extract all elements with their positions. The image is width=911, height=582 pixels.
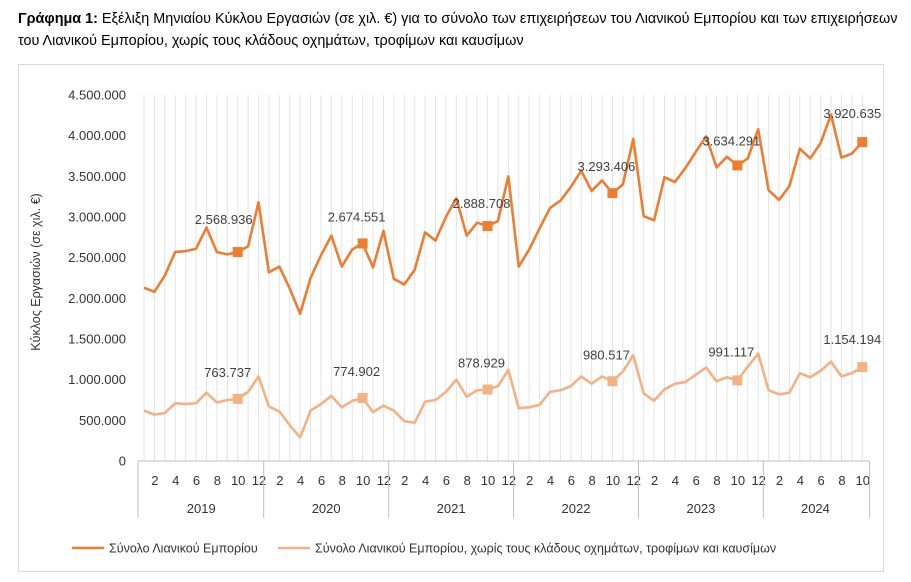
x-tick-label: 6 [568, 473, 575, 488]
data-label: 1.154.194 [823, 332, 881, 347]
legend-label: Σύνολο Λιανικού Εμπορίου [109, 542, 258, 556]
y-tick-label: 1.500.000 [68, 332, 126, 347]
x-tick-label: 10 [856, 473, 870, 488]
x-tick-label: 12 [377, 473, 391, 488]
y-tick-label: 4.500.000 [68, 88, 126, 103]
x-tick-label: 4 [797, 473, 804, 488]
y-tick-label: 3.500.000 [68, 169, 126, 184]
x-tick-label: 2 [526, 473, 533, 488]
data-label: 991.117 [708, 344, 754, 359]
x-tick-label: 10 [731, 473, 745, 488]
data-marker [857, 137, 868, 148]
data-marker [357, 392, 368, 403]
year-label: 2022 [562, 501, 591, 516]
y-axis-label: Κύκλος Εργασιών (σε χιλ. €) [29, 193, 43, 350]
chart-title: Γράφημα 1: Εξέλιξη Μηνιαίου Κύκλου Εργασ… [18, 8, 898, 52]
x-tick-label: 6 [693, 473, 700, 488]
data-label: 2.888.708 [453, 196, 511, 211]
x-tick-label: 10 [481, 473, 495, 488]
x-tick-label: 6 [818, 473, 825, 488]
year-label: 2019 [187, 501, 216, 516]
data-marker [857, 362, 868, 373]
data-label: 878.929 [458, 356, 505, 371]
data-label: 3.293.406 [578, 159, 636, 174]
x-tick-label: 8 [214, 473, 221, 488]
data-label: 774.902 [333, 364, 380, 379]
x-tick-label: 4 [297, 473, 304, 488]
y-tick-label: 2.000.000 [68, 291, 126, 306]
data-label: 2.568.936 [195, 212, 253, 227]
data-marker [482, 221, 493, 232]
data-label: 980.517 [583, 347, 630, 362]
data-marker [232, 393, 243, 404]
x-tick-label: 4 [547, 473, 554, 488]
x-tick-label: 2 [776, 473, 783, 488]
x-tick-label: 12 [502, 473, 516, 488]
data-marker [232, 247, 243, 258]
x-tick-label: 8 [838, 473, 845, 488]
data-marker [357, 238, 368, 249]
data-label: 2.674.551 [328, 209, 386, 224]
data-marker [482, 384, 493, 395]
data-label: 763.737 [204, 365, 251, 380]
data-label: 3.634.291 [702, 133, 760, 148]
x-tick-label: 10 [606, 473, 620, 488]
chart-frame [18, 64, 884, 572]
x-tick-label: 4 [422, 473, 429, 488]
y-tick-label: 4.000.000 [68, 128, 126, 143]
x-tick-label: 4 [672, 473, 679, 488]
x-tick-label: 2 [276, 473, 283, 488]
data-marker [732, 160, 743, 171]
y-tick-label: 1.000.000 [68, 372, 126, 387]
y-tick-label: 2.500.000 [68, 250, 126, 265]
x-tick-label: 8 [713, 473, 720, 488]
x-tick-label: 2 [401, 473, 408, 488]
x-tick-label: 2 [651, 473, 658, 488]
y-tick-label: 3.000.000 [68, 210, 126, 225]
year-label: 2021 [437, 501, 466, 516]
x-tick-label: 10 [356, 473, 370, 488]
x-tick-label: 8 [339, 473, 346, 488]
x-tick-label: 4 [172, 473, 179, 488]
x-tick-label: 8 [589, 473, 596, 488]
x-tick-label: 8 [464, 473, 471, 488]
year-label: 2024 [801, 501, 830, 516]
data-label: 3.920.635 [823, 106, 881, 121]
x-tick-label: 12 [252, 473, 266, 488]
legend-label: Σύνολο Λιανικού Εμπορίου, χωρίς τους κλά… [315, 542, 776, 556]
data-marker [607, 376, 618, 387]
series-line [143, 113, 864, 316]
chart-title-text: Εξέλιξη Μηνιαίου Κύκλου Εργασιών (σε χιλ… [18, 11, 898, 49]
chart-title-prefix: Γράφημα 1: [18, 11, 98, 27]
x-tick-label: 6 [443, 473, 450, 488]
data-marker [732, 375, 743, 386]
x-tick-label: 2 [151, 473, 158, 488]
x-tick-label: 12 [627, 473, 641, 488]
x-tick-label: 12 [751, 473, 765, 488]
data-marker [607, 188, 618, 199]
x-tick-label: 6 [318, 473, 325, 488]
year-label: 2020 [312, 501, 341, 516]
x-tick-label: 6 [193, 473, 200, 488]
year-label: 2023 [686, 501, 715, 516]
x-tick-label: 10 [231, 473, 245, 488]
y-tick-label: 0 [119, 454, 126, 469]
y-tick-label: 500.000 [79, 413, 126, 428]
series-line [143, 352, 863, 439]
